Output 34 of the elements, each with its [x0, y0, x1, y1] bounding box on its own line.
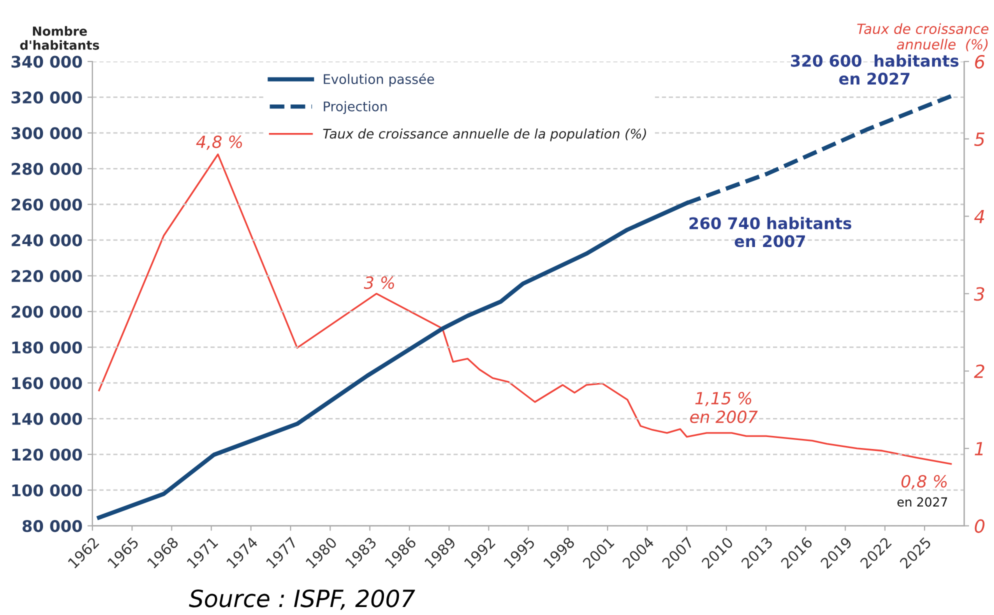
legend-label: Taux de croissance annuelle de la population (%)	[323, 128, 646, 142]
y2-axis-title: Taux de croissance annuelle (%)	[857, 23, 988, 52]
y-tick-label: 100 000	[12, 484, 82, 496]
y2-tick-label: 5	[974, 132, 984, 146]
annotation: 3 %	[364, 276, 394, 289]
y-tick-label: 120 000	[12, 448, 82, 461]
y-tick-label: 80 000	[22, 520, 82, 532]
y-axis-title: Nombre d'habitants	[20, 26, 100, 50]
y-tick-label: 260 000	[12, 198, 82, 211]
y-tick-label: 220 000	[12, 270, 82, 282]
annotation: 0,8 %	[901, 475, 947, 490]
y-tick-label: 300 000	[12, 127, 82, 140]
legend-label: Evolution passée	[324, 73, 434, 87]
y-tick-label: 200 000	[12, 306, 82, 318]
y-tick-label: 180 000	[12, 341, 82, 354]
y-tick-label: 340 000	[12, 56, 82, 68]
y-tick-label: 280 000	[12, 162, 82, 175]
y2-tick-label: 1	[974, 442, 983, 456]
legend-label: Projection	[324, 101, 387, 114]
y2-tick-label: 0	[974, 519, 984, 533]
annotation: 1,15 % en 2007	[690, 392, 758, 424]
y2-tick-label: 3	[974, 287, 984, 301]
y2-tick-label: 4	[974, 210, 984, 224]
y-tick-label: 140 000	[12, 412, 82, 425]
source-note: Source : ISPF, 2007	[189, 589, 416, 610]
annotation: 260 740 habitants en 2007	[690, 216, 852, 248]
y2-tick-label: 2	[974, 364, 984, 378]
annotation: en 2027	[897, 497, 948, 507]
y2-tick-label: 6	[975, 54, 985, 69]
annotation: 320 600 habitants en 2027	[790, 54, 958, 85]
y-tick-label: 160 000	[12, 377, 82, 390]
y-tick-label: 240 000	[12, 234, 82, 246]
y-tick-label: 320 000	[12, 91, 82, 104]
annotation: 4,8 %	[196, 136, 242, 150]
